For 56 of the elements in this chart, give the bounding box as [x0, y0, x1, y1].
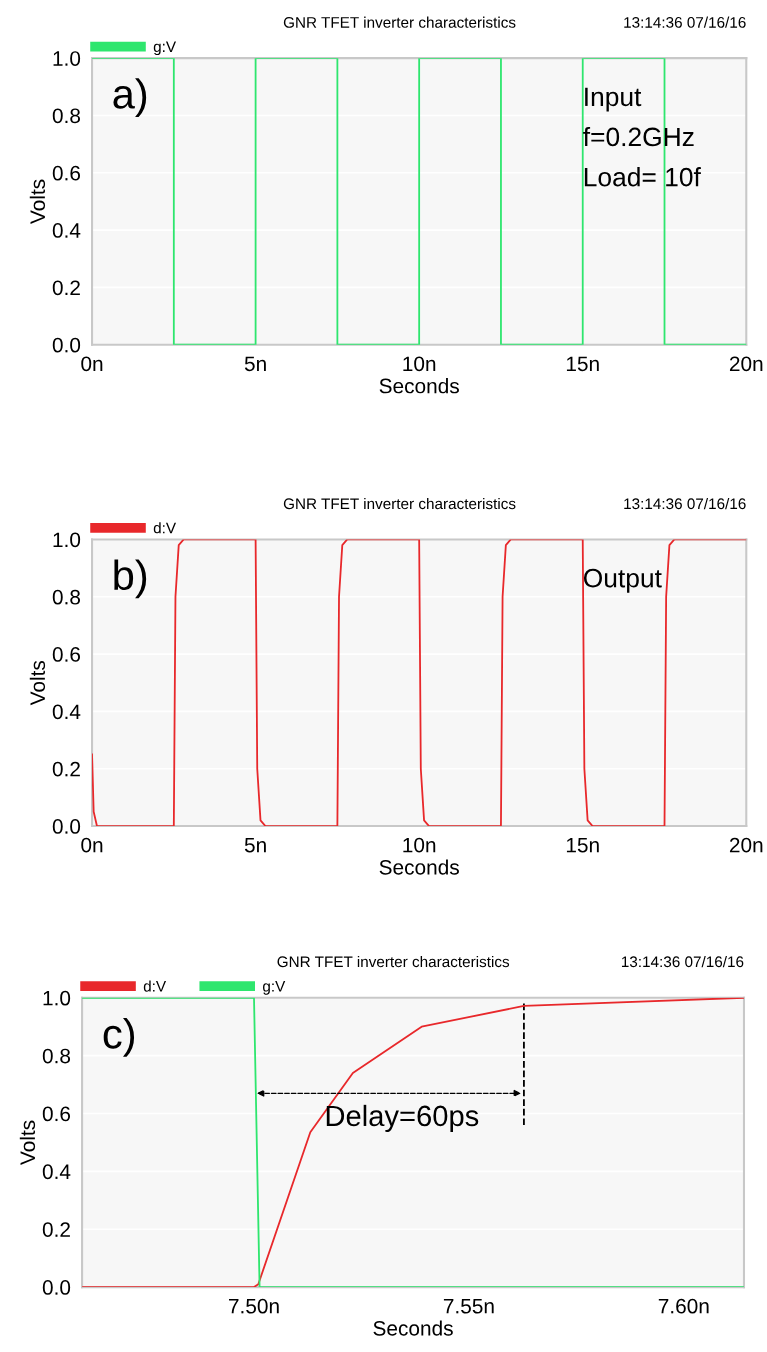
chart-title: GNR TFET inverter characteristics: [277, 955, 510, 968]
y-tick-label: 0.0: [52, 337, 81, 353]
text: 13:14:36 07/16/16: [624, 497, 746, 510]
annotation: Input: [585, 87, 642, 112]
x-tick-label: 5n: [244, 356, 266, 372]
y-axis-title: Volts: [29, 179, 46, 224]
annotation: Delay=60ps: [326, 1104, 479, 1133]
y-axis-title: Volts: [19, 1120, 36, 1165]
x-tick-label: 20n: [729, 356, 763, 372]
y-tick-label: 0.8: [42, 1048, 71, 1064]
x-tick-label: 15n: [566, 356, 599, 372]
y-tick-label: 0.6: [52, 165, 81, 181]
y-tick-label: 1.0: [53, 51, 81, 66]
y-tick-label: 0.2: [52, 280, 80, 296]
line-series: [92, 539, 747, 827]
legend-label: g:V: [153, 41, 177, 56]
x-tick-label: 10n: [403, 356, 436, 372]
y-tick-label: 1.0: [43, 990, 71, 1006]
text: 13:14:36 07/16/16: [621, 955, 744, 968]
y-tick-label: 1.0: [53, 532, 81, 548]
x-tick-label: 7.60n: [658, 1298, 709, 1314]
chart-title: GNR TFET inverter characteristics: [283, 16, 516, 28]
x-tick-label: 5n: [244, 837, 266, 853]
x-tick-label: 0n: [81, 837, 103, 853]
chart-title: GNR TFET inverter characteristics: [283, 497, 516, 510]
line-series: [82, 997, 744, 1288]
y-tick-label: 0.2: [52, 761, 80, 777]
x-axis-title: Seconds: [373, 1320, 453, 1336]
annotation: c): [103, 1018, 135, 1057]
x-tick-label: 20n: [729, 837, 763, 853]
x-axis-title: Seconds: [379, 378, 459, 394]
annotation: Load= 10f: [584, 167, 701, 187]
y-tick-label: 0.8: [52, 589, 81, 605]
y-tick-label: 0.8: [52, 108, 81, 124]
x-tick-label: 10n: [403, 837, 436, 853]
y-axis-title: Volts: [29, 660, 46, 706]
y-tick-label: 0.0: [42, 1280, 71, 1295]
legend-label: d:V: [153, 522, 177, 534]
annotation: b): [114, 559, 147, 599]
legend-label: d:V: [143, 980, 167, 992]
x-tick-label: 0n: [81, 356, 103, 372]
y-tick-label: 0.6: [42, 1106, 71, 1122]
y-tick-label: 0.4: [52, 704, 81, 720]
x-axis-title: Seconds: [379, 859, 459, 875]
annotation: Output: [583, 568, 662, 593]
y-tick-label: 0.0: [52, 819, 81, 834]
legend-label: g:V: [263, 981, 286, 995]
x-tick-label: 7.55n: [443, 1298, 494, 1314]
text: 13:14:36 07/16/16: [624, 16, 746, 28]
y-tick-label: 0.4: [52, 223, 81, 238]
y-tick-label: 0.6: [52, 647, 81, 662]
x-tick-label: 7.50n: [229, 1298, 279, 1314]
y-tick-label: 0.4: [42, 1164, 71, 1180]
y-tick-label: 0.2: [42, 1222, 70, 1237]
x-tick-label: 15n: [566, 837, 599, 853]
annotation: a): [113, 78, 147, 118]
